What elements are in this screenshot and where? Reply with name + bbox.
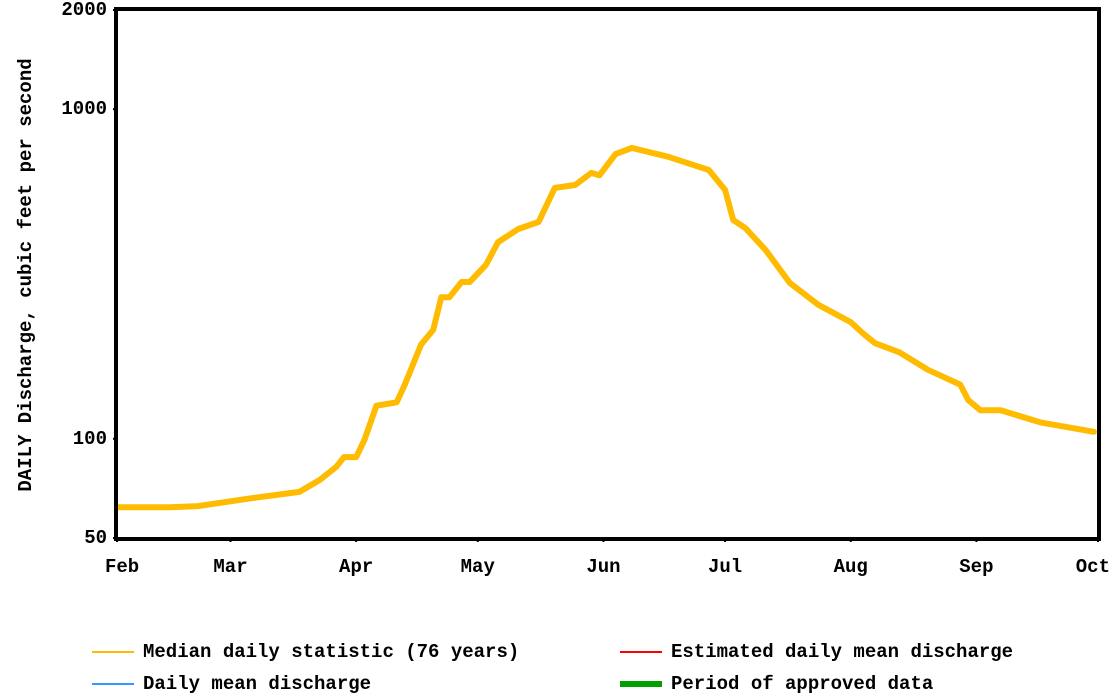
legend-label: Median daily statistic (76 years) [143, 641, 519, 663]
legend-label: Estimated daily mean discharge [671, 641, 1013, 663]
legend-label: Period of approved data [671, 673, 933, 695]
x-tick-label: Oct [1076, 556, 1110, 578]
plot-frame [114, 7, 1101, 541]
x-tick-label: May [461, 556, 496, 578]
x-tick-label: Jun [586, 556, 620, 578]
x-tick-label: Sep [959, 556, 993, 578]
legend-label: Daily mean discharge [143, 673, 371, 695]
x-tick-label: Aug [834, 556, 868, 578]
x-tick-label: Jul [708, 556, 742, 578]
y-tick-label: 1000 [61, 98, 107, 120]
x-tick-label: Mar [213, 556, 247, 578]
data-line [114, 144, 1097, 511]
y-axis-label: DAILY Discharge, cubic feet per second [15, 58, 37, 491]
x-tick-label: Feb [105, 556, 139, 578]
y-tick-label: 100 [73, 428, 107, 450]
y-tick-label: 2000 [61, 0, 107, 21]
x-tick-label: Apr [339, 556, 373, 578]
y-tick-label: 50 [84, 527, 107, 549]
